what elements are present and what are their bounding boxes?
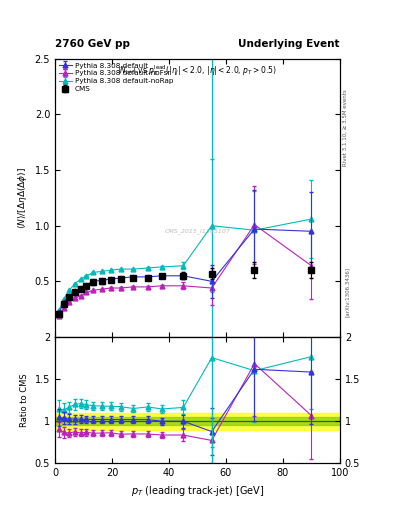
Text: $\langle N_{ch}\rangle$ vs $p_T^{\rm lead}$($|\eta_j|$$<$2.0, $|\eta|$$<$2.0, $p: $\langle N_{ch}\rangle$ vs $p_T^{\rm lea… xyxy=(118,63,277,77)
Y-axis label: Ratio to CMS: Ratio to CMS xyxy=(20,373,29,427)
Text: CMS_2015_I1385107: CMS_2015_I1385107 xyxy=(165,228,230,234)
Text: Rivet 3.1.10, ≥ 3.5M events: Rivet 3.1.10, ≥ 3.5M events xyxy=(343,90,348,166)
Y-axis label: $\langle N \rangle / [\Delta\eta\Delta(\Delta\phi)]$: $\langle N \rangle / [\Delta\eta\Delta(\… xyxy=(16,167,29,229)
Text: [arXiv:1306.3436]: [arXiv:1306.3436] xyxy=(345,267,350,317)
Text: Underlying Event: Underlying Event xyxy=(239,39,340,49)
Legend: Pythia 8.308 default, Pythia 8.308 default-noFsr, Pythia 8.308 default-noRap, CM: Pythia 8.308 default, Pythia 8.308 defau… xyxy=(57,61,174,94)
Text: 2760 GeV pp: 2760 GeV pp xyxy=(55,39,130,49)
Bar xyxy=(55,413,340,430)
Bar xyxy=(55,417,340,425)
X-axis label: $p_T$ (leading track-jet) [GeV]: $p_T$ (leading track-jet) [GeV] xyxy=(131,484,264,498)
